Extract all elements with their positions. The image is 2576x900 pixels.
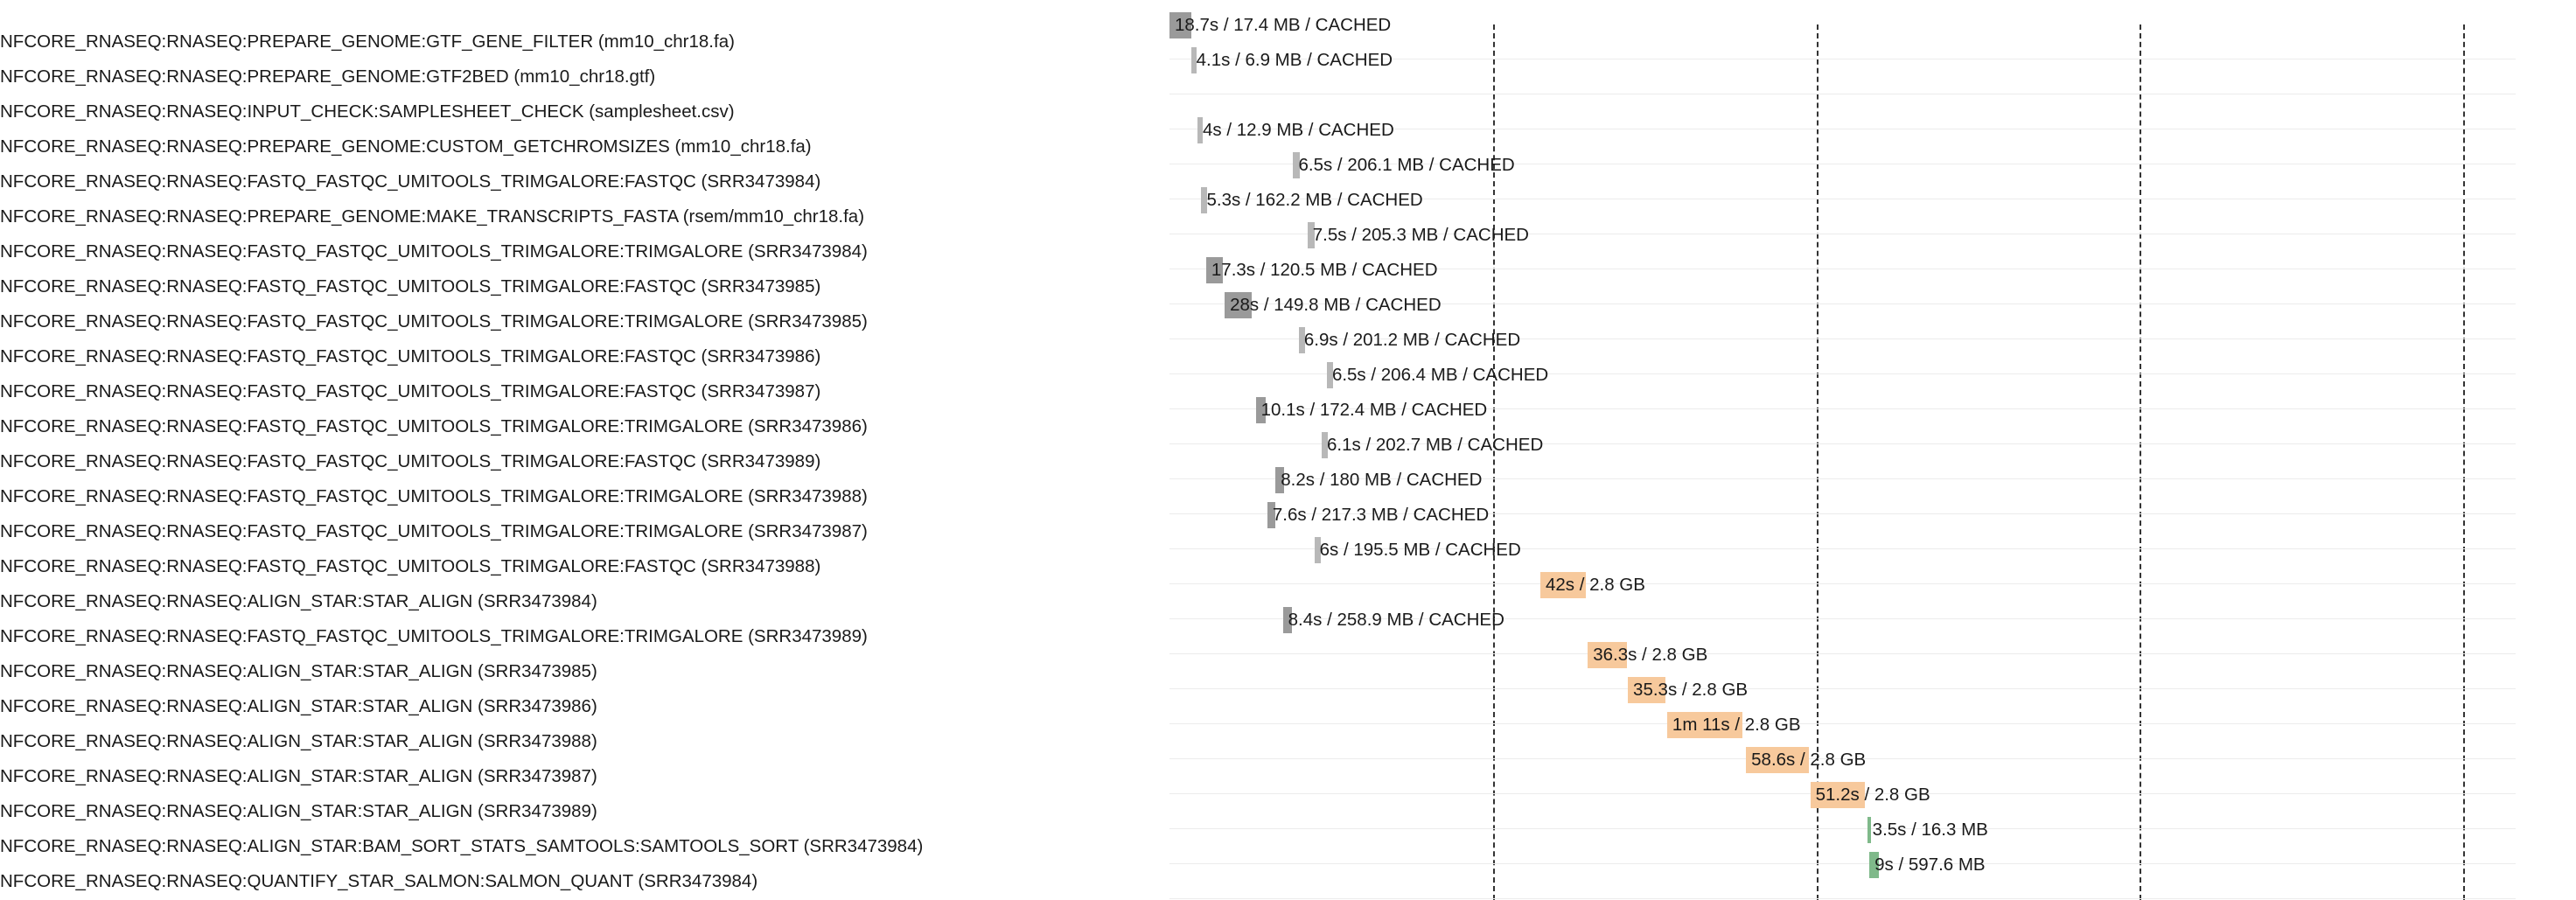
row-separator — [1169, 513, 2516, 514]
row-separator — [1169, 408, 2516, 409]
row-separator — [1169, 373, 2516, 374]
task-bar[interactable] — [1307, 222, 1316, 248]
task-label: NFCORE_RNASEQ:RNASEQ:FASTQ_FASTQC_UMITOO… — [0, 416, 868, 436]
row-separator — [1169, 583, 2516, 584]
timeline-gridline — [1492, 24, 1495, 900]
task-bar-text: 36.3s / 2.8 GB — [1593, 645, 1708, 665]
task-label: NFCORE_RNASEQ:RNASEQ:ALIGN_STAR:STAR_ALI… — [0, 766, 597, 786]
task-bar[interactable] — [1628, 677, 1666, 703]
task-label: NFCORE_RNASEQ:RNASEQ:FASTQ_FASTQC_UMITOO… — [0, 311, 868, 331]
row-separator — [1169, 478, 2516, 479]
row-separator — [1169, 688, 2516, 689]
task-label: NFCORE_RNASEQ:RNASEQ:ALIGN_STAR:STAR_ALI… — [0, 801, 597, 821]
task-bar[interactable] — [1205, 257, 1223, 283]
task-bar-text: 6.5s / 206.4 MB / CACHED — [1331, 365, 1549, 385]
task-label: NFCORE_RNASEQ:RNASEQ:ALIGN_STAR:STAR_ALI… — [0, 661, 597, 681]
task-label: NFCORE_RNASEQ:RNASEQ:FASTQ_FASTQC_UMITOO… — [0, 521, 868, 541]
row-separator — [1169, 898, 2516, 899]
task-bar[interactable] — [1275, 467, 1285, 493]
task-label: NFCORE_RNASEQ:RNASEQ:FASTQ_FASTQC_UMITOO… — [0, 171, 821, 192]
task-bar-text: 6.9s / 201.2 MB / CACHED — [1303, 330, 1521, 350]
task-bar-text: 51.2s / 2.8 GB — [1815, 785, 1930, 805]
task-bar-text: 17.3s / 120.5 MB / CACHED — [1211, 260, 1438, 280]
task-label: NFCORE_RNASEQ:RNASEQ:ALIGN_STAR:BAM_SORT… — [0, 836, 924, 856]
task-label: NFCORE_RNASEQ:RNASEQ:ALIGN_STAR:STAR_ALI… — [0, 591, 597, 611]
task-label: NFCORE_RNASEQ:RNASEQ:FASTQ_FASTQC_UMITOO… — [0, 626, 868, 646]
task-bar[interactable] — [1255, 397, 1267, 423]
task-label: NFCORE_RNASEQ:RNASEQ:FASTQ_FASTQC_UMITOO… — [0, 241, 868, 262]
task-bar-text: 7.6s / 217.3 MB / CACHED — [1272, 505, 1490, 525]
row-separator — [1169, 548, 2516, 549]
task-bar-text: 35.3s / 2.8 GB — [1633, 680, 1749, 700]
task-label: NFCORE_RNASEQ:RNASEQ:FASTQ_FASTQC_UMITOO… — [0, 556, 821, 576]
task-bar-text: 4s / 12.9 MB / CACHED — [1203, 120, 1394, 140]
task-label: NFCORE_RNASEQ:RNASEQ:FASTQ_FASTQC_UMITOO… — [0, 381, 821, 401]
task-bar-text: 4.1s / 6.9 MB / CACHED — [1196, 50, 1393, 70]
row-separator — [1169, 723, 2516, 724]
task-bar[interactable] — [1298, 327, 1306, 353]
task-bar[interactable] — [1293, 152, 1300, 178]
task-bar[interactable] — [1326, 362, 1334, 388]
task-bar[interactable] — [1197, 117, 1203, 143]
row-separator — [1169, 863, 2516, 864]
task-label: NFCORE_RNASEQ:RNASEQ:PREPARE_GENOME:GTF_… — [0, 31, 735, 52]
row-separator — [1169, 653, 2516, 654]
task-label: NFCORE_RNASEQ:RNASEQ:FASTQ_FASTQC_UMITOO… — [0, 486, 868, 506]
task-bar[interactable] — [1666, 712, 1743, 738]
task-bar[interactable] — [1322, 432, 1329, 458]
task-bar-text: 9s / 597.6 MB — [1874, 855, 1986, 875]
task-bar-text: 28s / 149.8 MB / CACHED — [1230, 295, 1442, 315]
task-label: NFCORE_RNASEQ:RNASEQ:FASTQ_FASTQC_UMITOO… — [0, 276, 821, 297]
task-bar[interactable] — [1539, 572, 1586, 598]
task-bar[interactable] — [1867, 817, 1872, 843]
row-separator — [1169, 828, 2516, 829]
task-bar-text: 10.1s / 172.4 MB / CACHED — [1260, 400, 1488, 420]
task-bar-text: 18.7s / 17.4 MB / CACHED — [1175, 15, 1392, 35]
task-bar-text: 3.5s / 16.3 MB — [1872, 820, 1988, 840]
task-bar[interactable] — [1588, 642, 1627, 668]
task-bar-text: 5.3s / 162.2 MB / CACHED — [1206, 190, 1423, 210]
task-label: NFCORE_RNASEQ:RNASEQ:ALIGN_STAR:STAR_ALI… — [0, 696, 597, 716]
task-bar[interactable] — [1314, 537, 1321, 563]
task-label: NFCORE_RNASEQ:RNASEQ:FASTQ_FASTQC_UMITOO… — [0, 451, 821, 471]
row-separator — [1169, 758, 2516, 759]
task-label: NFCORE_RNASEQ:RNASEQ:PREPARE_GENOME:MAKE… — [0, 206, 865, 227]
task-bar-text: 8.2s / 180 MB / CACHED — [1281, 470, 1483, 490]
task-bar[interactable] — [1869, 852, 1879, 878]
task-bar-text: 1m 11s / 2.8 GB — [1672, 715, 1801, 735]
task-bar[interactable] — [1746, 747, 1809, 773]
timeline-gridline — [2140, 24, 2142, 900]
task-label: NFCORE_RNASEQ:RNASEQ:PREPARE_GENOME:GTF2… — [0, 66, 656, 87]
row-separator — [1169, 303, 2516, 304]
task-bar-text: 6.1s / 202.7 MB / CACHED — [1327, 435, 1544, 455]
task-bar-text: 6.5s / 206.1 MB / CACHED — [1298, 155, 1515, 175]
task-bar-text: 8.4s / 258.9 MB / CACHED — [1288, 610, 1504, 630]
task-bar-text: 42s / 2.8 GB — [1545, 575, 1645, 595]
task-bar[interactable] — [1190, 47, 1197, 73]
task-bar-text: 6s / 195.5 MB / CACHED — [1319, 540, 1521, 560]
row-separator — [1169, 618, 2516, 619]
task-label: NFCORE_RNASEQ:RNASEQ:INPUT_CHECK:SAMPLES… — [0, 101, 735, 122]
task-bar[interactable] — [1201, 187, 1207, 213]
task-label: NFCORE_RNASEQ:RNASEQ:QUANTIFY_STAR_SALMO… — [0, 871, 758, 891]
task-bar-text: 7.5s / 205.3 MB / CACHED — [1312, 225, 1529, 245]
task-label: NFCORE_RNASEQ:RNASEQ:PREPARE_GENOME:CUST… — [0, 136, 812, 157]
task-bar-text: 58.6s / 2.8 GB — [1751, 750, 1867, 770]
timeline-gridline — [2463, 24, 2465, 900]
task-bar[interactable] — [1267, 502, 1275, 528]
task-bar[interactable] — [1225, 292, 1253, 318]
task-label: NFCORE_RNASEQ:RNASEQ:FASTQ_FASTQC_UMITOO… — [0, 346, 821, 366]
timeline-gridline — [1816, 24, 1819, 900]
row-separator — [1169, 338, 2516, 339]
row-separator — [1169, 443, 2516, 444]
task-bar[interactable] — [1282, 607, 1292, 633]
task-bar[interactable] — [1169, 12, 1191, 38]
task-bar[interactable] — [1810, 782, 1865, 808]
task-label: NFCORE_RNASEQ:RNASEQ:ALIGN_STAR:STAR_ALI… — [0, 731, 597, 751]
